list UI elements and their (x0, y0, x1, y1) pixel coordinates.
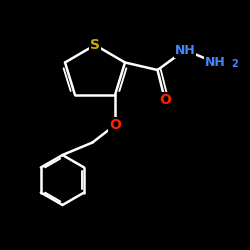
Text: O: O (109, 118, 121, 132)
Text: NH: NH (174, 44, 196, 57)
Text: NH: NH (204, 56, 226, 69)
Text: S: S (90, 38, 100, 52)
Text: 2: 2 (231, 59, 238, 69)
Text: O: O (159, 93, 171, 107)
